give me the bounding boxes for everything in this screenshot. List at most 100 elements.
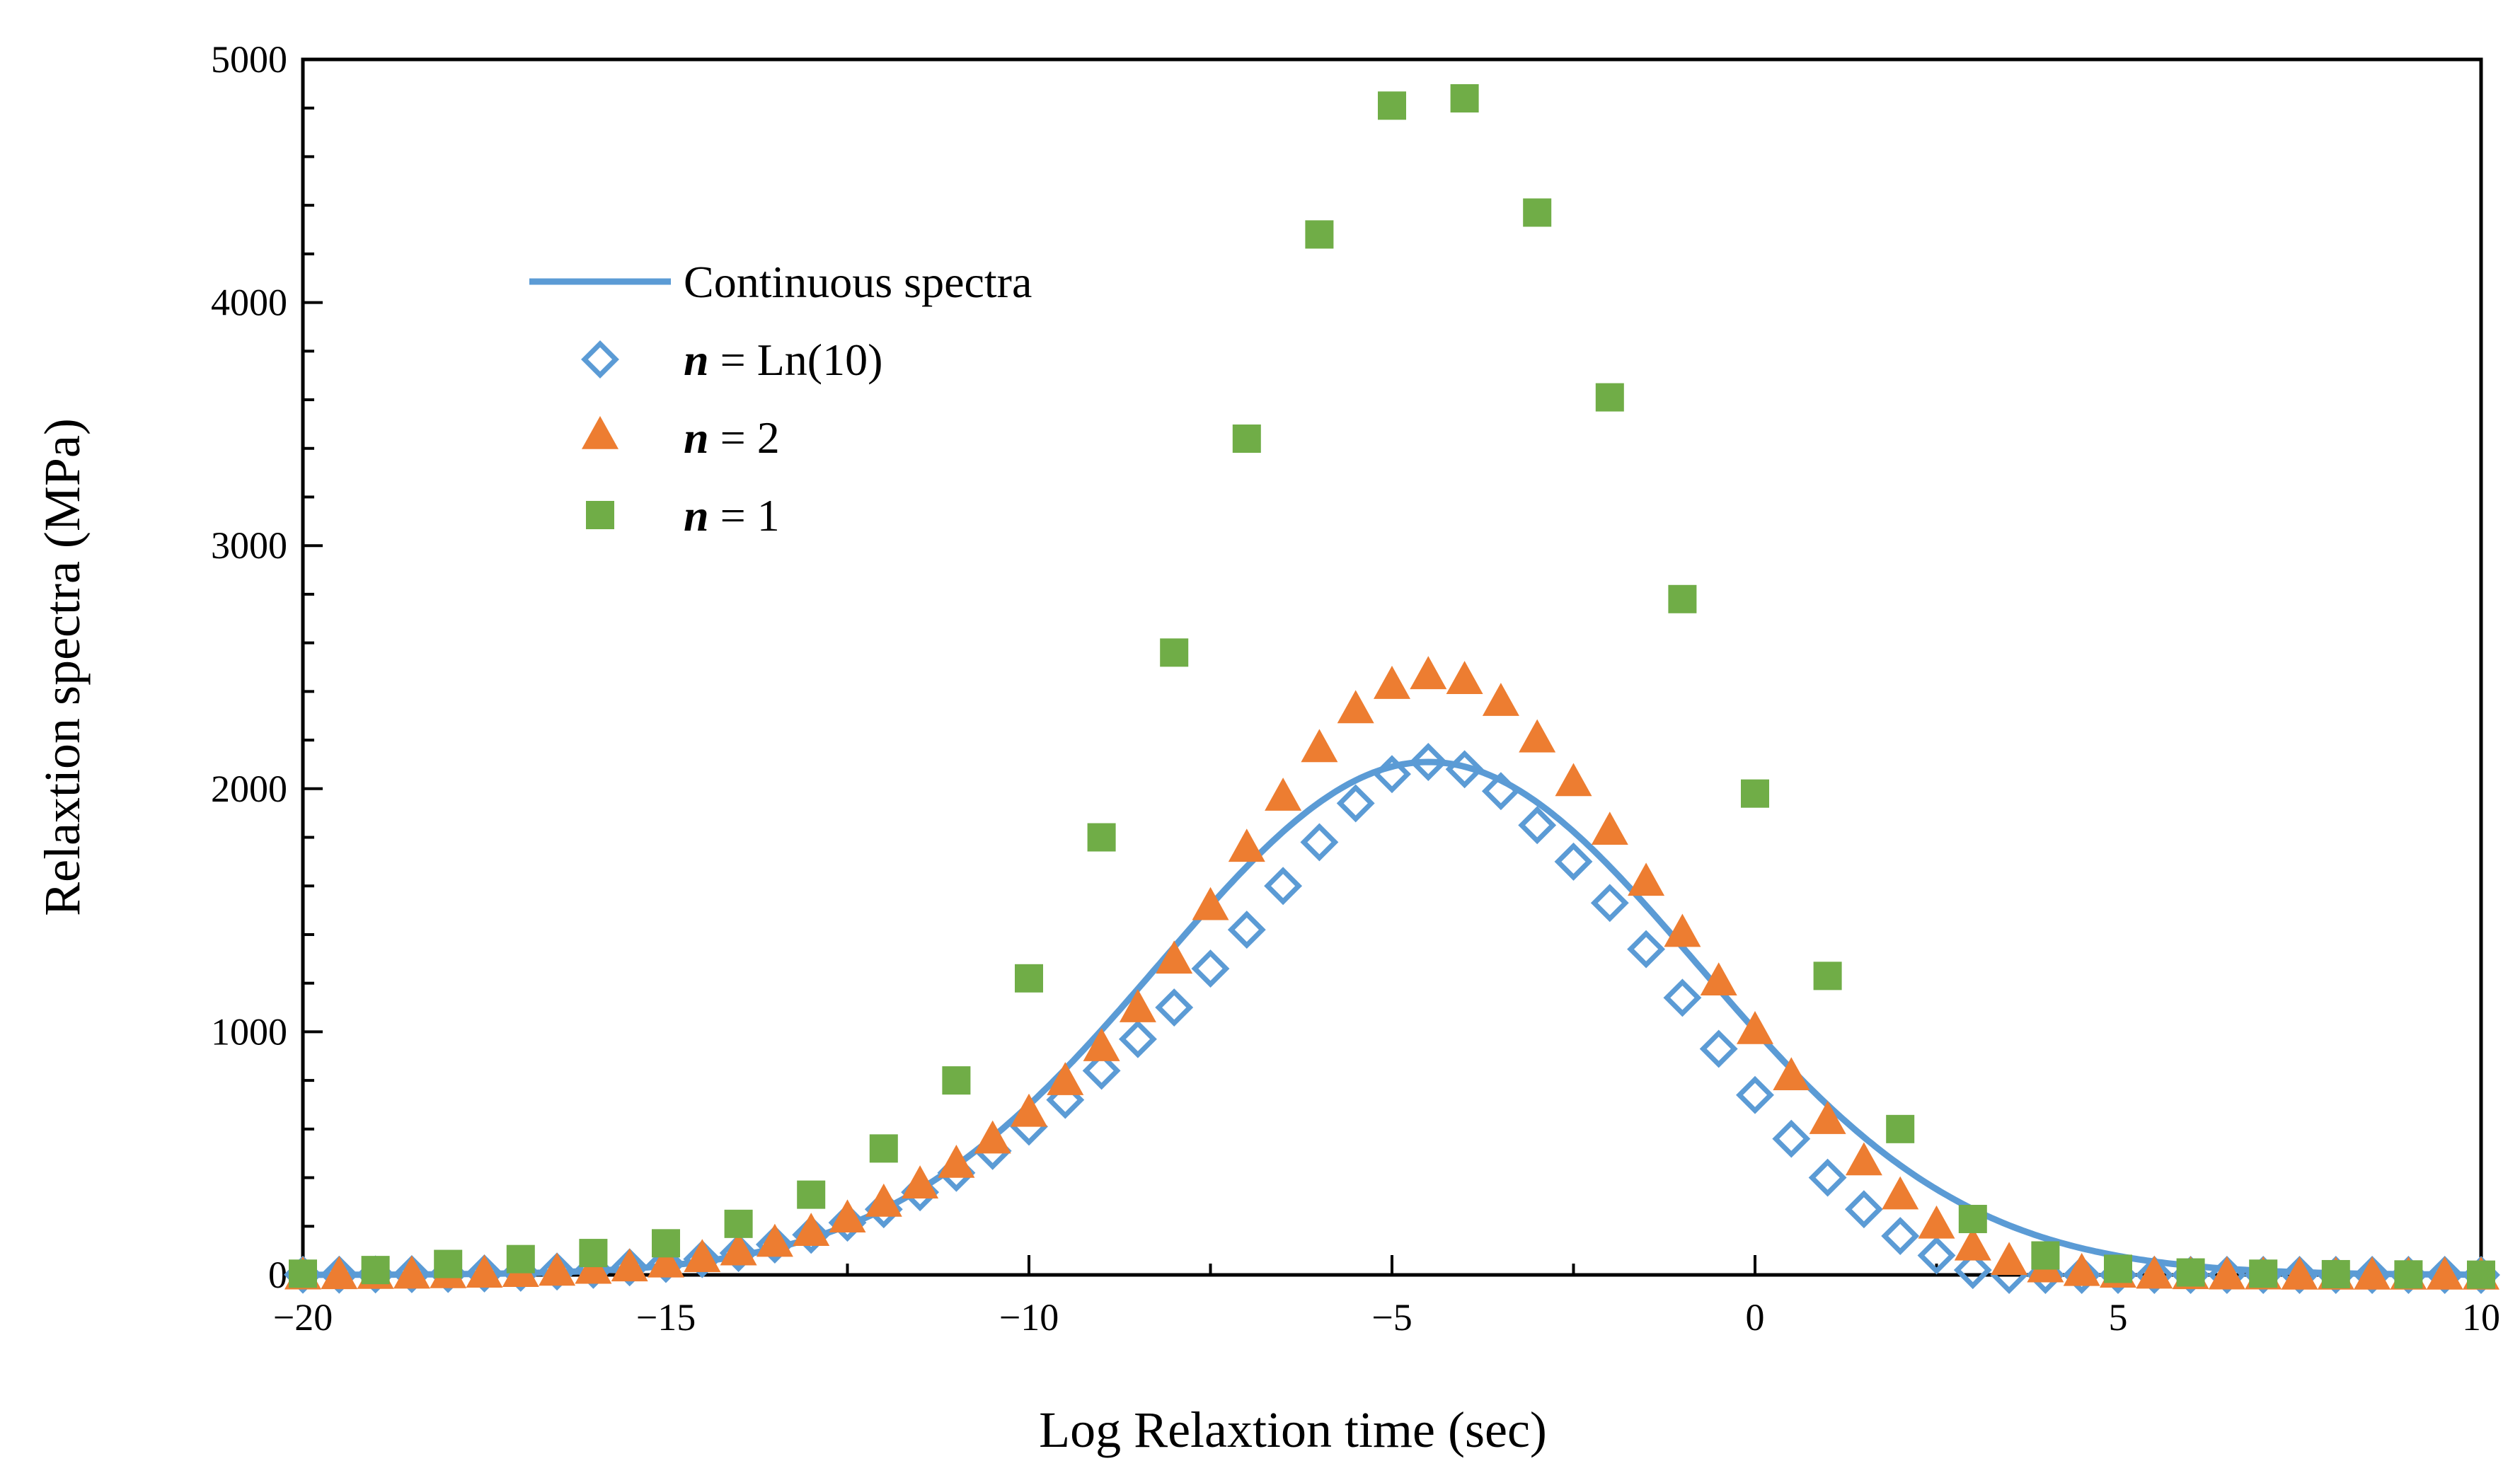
series-n-1: [289, 83, 2495, 1289]
legend-label-n-ln10-rest: = Ln(10): [709, 335, 883, 385]
data-point-diamond: [1227, 911, 1266, 949]
y-tick-label: 2000: [211, 768, 287, 810]
legend-label-n-ln10: n = Ln(10): [684, 335, 882, 385]
legend-diamond-symbol: [581, 340, 619, 379]
x-tick-label: 5: [2109, 1296, 2128, 1339]
y-tick-label: 3000: [211, 524, 287, 567]
data-point-diamond: [1699, 1029, 1738, 1068]
data-point-square: [2031, 1241, 2060, 1270]
data-point-diamond: [1953, 1251, 1992, 1290]
data-point-diamond: [647, 1244, 685, 1283]
data-point-triangle: [648, 1244, 684, 1278]
data-point-diamond: [1917, 1236, 1956, 1275]
data-point-triangle: [1628, 862, 1665, 896]
data-point-triangle: [1446, 661, 1483, 694]
data-point-triangle: [1156, 940, 1193, 974]
data-point-triangle: [1737, 1010, 1773, 1044]
data-point-diamond: [2280, 1256, 2319, 1294]
x-tick-label: −15: [636, 1296, 696, 1339]
data-point-triangle: [902, 1165, 939, 1198]
data-point-diamond: [1118, 1019, 1157, 1058]
legend-triangle-symbol: [582, 416, 619, 449]
data-point-square: [1813, 961, 1842, 990]
data-point-triangle: [1374, 666, 1410, 699]
data-point-diamond: [1481, 772, 1520, 811]
data-point-square: [1232, 424, 1261, 454]
data-point-diamond: [1844, 1190, 1883, 1229]
y-tick-label: 5000: [211, 38, 287, 81]
data-point-triangle: [1083, 1028, 1120, 1061]
data-point-square: [289, 1259, 317, 1288]
data-point-square: [1741, 779, 1769, 808]
data-point-diamond: [1336, 784, 1375, 823]
data-point-triangle: [1192, 886, 1229, 920]
legend-label-n-ln10-symbol: n: [684, 335, 709, 385]
data-point-diamond: [683, 1240, 722, 1278]
data-point-diamond: [792, 1215, 831, 1254]
data-point-triangle: [1011, 1093, 1047, 1127]
data-point-triangle: [1773, 1057, 1810, 1091]
data-point-triangle: [2281, 1257, 2318, 1290]
legend-label-n-1: n = 1: [684, 490, 780, 541]
data-point-diamond: [1663, 978, 1702, 1017]
data-point-diamond: [1590, 884, 1629, 923]
data-point-diamond: [1445, 750, 1484, 789]
data-point-triangle: [756, 1223, 793, 1257]
data-point-square: [2394, 1260, 2423, 1289]
data-point-diamond: [1082, 1051, 1121, 1090]
data-point-triangle: [1882, 1176, 1919, 1210]
data-point-square: [1160, 638, 1189, 667]
data-point-square: [1378, 91, 1406, 120]
data-point-diamond: [1772, 1119, 1811, 1158]
data-point-diamond: [1808, 1158, 1847, 1197]
data-point-diamond: [828, 1203, 867, 1242]
data-point-triangle: [1991, 1242, 2028, 1276]
x-tick-label: −5: [1371, 1296, 1412, 1339]
data-point-triangle: [1664, 913, 1701, 947]
data-point-square: [2249, 1259, 2278, 1288]
data-point-square: [652, 1229, 680, 1258]
data-point-triangle: [793, 1213, 830, 1246]
data-point-diamond: [610, 1248, 649, 1287]
x-axis-title: Log Relaxtion time (sec): [1039, 1402, 1547, 1458]
data-point-triangle: [1410, 656, 1447, 690]
data-point-triangle: [720, 1232, 757, 1266]
data-point-triangle: [466, 1254, 503, 1288]
data-point-triangle: [1482, 683, 1519, 716]
data-point-triangle: [2208, 1256, 2245, 1290]
data-point-triangle: [1918, 1205, 1955, 1239]
data-point-square: [506, 1244, 535, 1273]
data-point-square: [1305, 220, 1334, 249]
data-point-square: [1595, 383, 1624, 412]
data-point-diamond: [1300, 823, 1339, 862]
legend-label-n-2-symbol: n: [684, 412, 709, 463]
data-point-square: [797, 1180, 826, 1209]
data-point-square: [1668, 584, 1697, 613]
data-point-triangle: [1845, 1142, 1882, 1176]
data-point-square: [1523, 198, 1552, 227]
data-point-square: [724, 1209, 753, 1238]
data-point-square: [1958, 1204, 1987, 1233]
data-point-diamond: [2135, 1256, 2174, 1294]
data-point-square: [1450, 83, 1479, 112]
data-point-square: [1015, 964, 1043, 993]
data-point-triangle: [1591, 811, 1628, 845]
data-point-triangle: [2426, 1257, 2463, 1290]
data-point-square: [579, 1239, 608, 1268]
data-point-triangle: [1228, 828, 1265, 862]
data-point-square: [434, 1249, 463, 1278]
data-point-triangle: [1519, 719, 1556, 753]
data-point-triangle: [1700, 962, 1737, 996]
data-point-triangle: [393, 1255, 430, 1289]
data-point-diamond: [1264, 867, 1303, 906]
data-point-square: [2104, 1254, 2132, 1283]
data-point-triangle: [938, 1144, 975, 1178]
data-point-diamond: [719, 1234, 758, 1273]
data-point-triangle: [611, 1248, 648, 1282]
data-point-diamond: [1554, 842, 1593, 881]
data-point-square: [2176, 1258, 2205, 1287]
data-point-square: [361, 1256, 390, 1285]
legend-marker-triangle: [582, 416, 619, 449]
